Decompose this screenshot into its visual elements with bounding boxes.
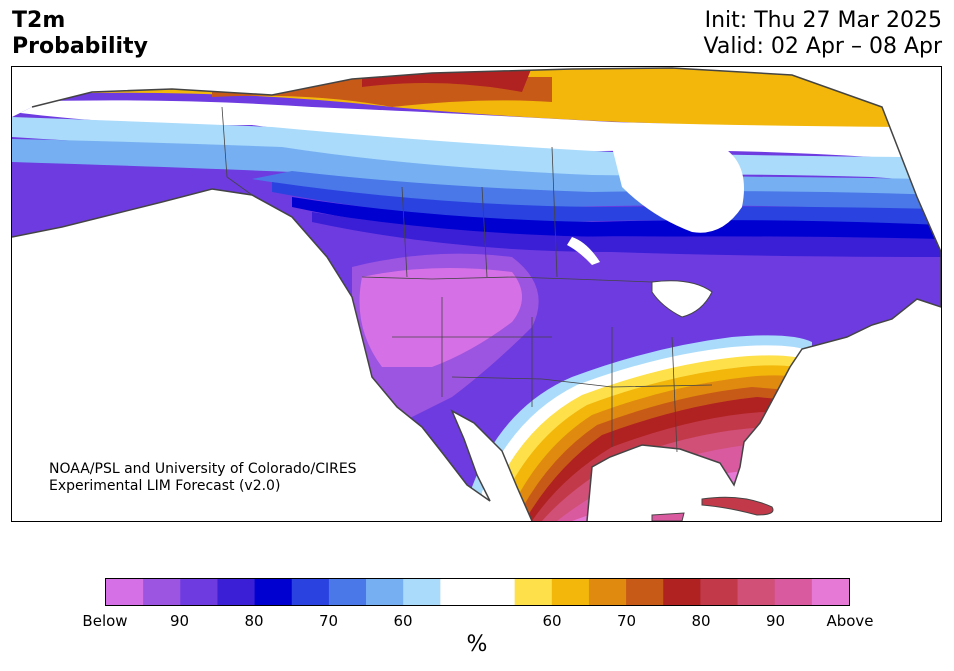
colorbar-swatch (626, 579, 664, 605)
valid-dates: Valid: 02 Apr – 08 Apr (703, 34, 943, 59)
colorbar-swatch (291, 579, 330, 605)
colorbar-swatch (403, 579, 441, 605)
colorbar-unit: % (466, 632, 488, 657)
colorbar-swatch (663, 579, 701, 605)
credit-line-1: NOAA/PSL and University of Colorado/CIRE… (49, 461, 357, 477)
political-borders (221, 106, 713, 453)
init-date: Init: Thu 27 Mar 2025 (704, 8, 942, 33)
colorbar-swatch (328, 579, 367, 605)
colorbar-border (105, 578, 850, 606)
hudson-bay (612, 140, 744, 233)
lake-winnipeg (567, 237, 600, 265)
cuba (701, 496, 774, 516)
colorbar-tick-label: 70 (318, 612, 339, 630)
colorbar-tick-label: 60 (393, 612, 413, 630)
coastline (12, 67, 941, 521)
colorbar-tick-label: 90 (765, 612, 786, 630)
colorbar-swatch (180, 579, 218, 605)
credit-line-2: Experimental LIM Forecast (v2.0) (49, 478, 281, 494)
colorbar-tick-label: Above (826, 612, 874, 630)
map-title: T2m Probability (12, 8, 148, 60)
colorbar-swatch (440, 579, 478, 605)
colorbar-swatch (737, 579, 776, 605)
colorbar-swatch (774, 579, 813, 605)
colorbar-swatch (143, 579, 181, 605)
colorbar-tick-label: 80 (244, 612, 264, 630)
probability-map (11, 66, 942, 522)
colorbar-swatch (588, 579, 627, 605)
colorbar-tick-label: Below (82, 612, 128, 630)
colorbar-swatch (366, 579, 404, 605)
colorbar-swatch (254, 579, 293, 605)
colorbar-swatch (217, 579, 256, 605)
colorbar-swatch (811, 579, 850, 605)
colorbar-swatch (477, 579, 516, 605)
colorbar-swatch (106, 579, 144, 605)
colorbar-tick-label: 90 (169, 612, 190, 630)
credit-text: NOAA/PSL and University of Colorado/CIRE… (49, 461, 357, 495)
colorbar-tick-label: 80 (691, 612, 711, 630)
colorbar (105, 578, 850, 606)
yucatan (651, 512, 685, 521)
colorbar-swatch (551, 579, 590, 605)
colorbar-swatch (700, 579, 739, 605)
title-type: Probability (12, 34, 148, 59)
forecast-dates: Init: Thu 27 Mar 2025 Valid: 02 Apr – 08… (704, 8, 943, 60)
colorbar-tick-label: 60 (542, 612, 562, 630)
colorbar-tick-label: 70 (616, 612, 637, 630)
title-variable: T2m (12, 8, 66, 33)
colorbar-swatch (514, 579, 553, 605)
great-lakes (651, 280, 713, 318)
map-canvas (12, 67, 941, 521)
